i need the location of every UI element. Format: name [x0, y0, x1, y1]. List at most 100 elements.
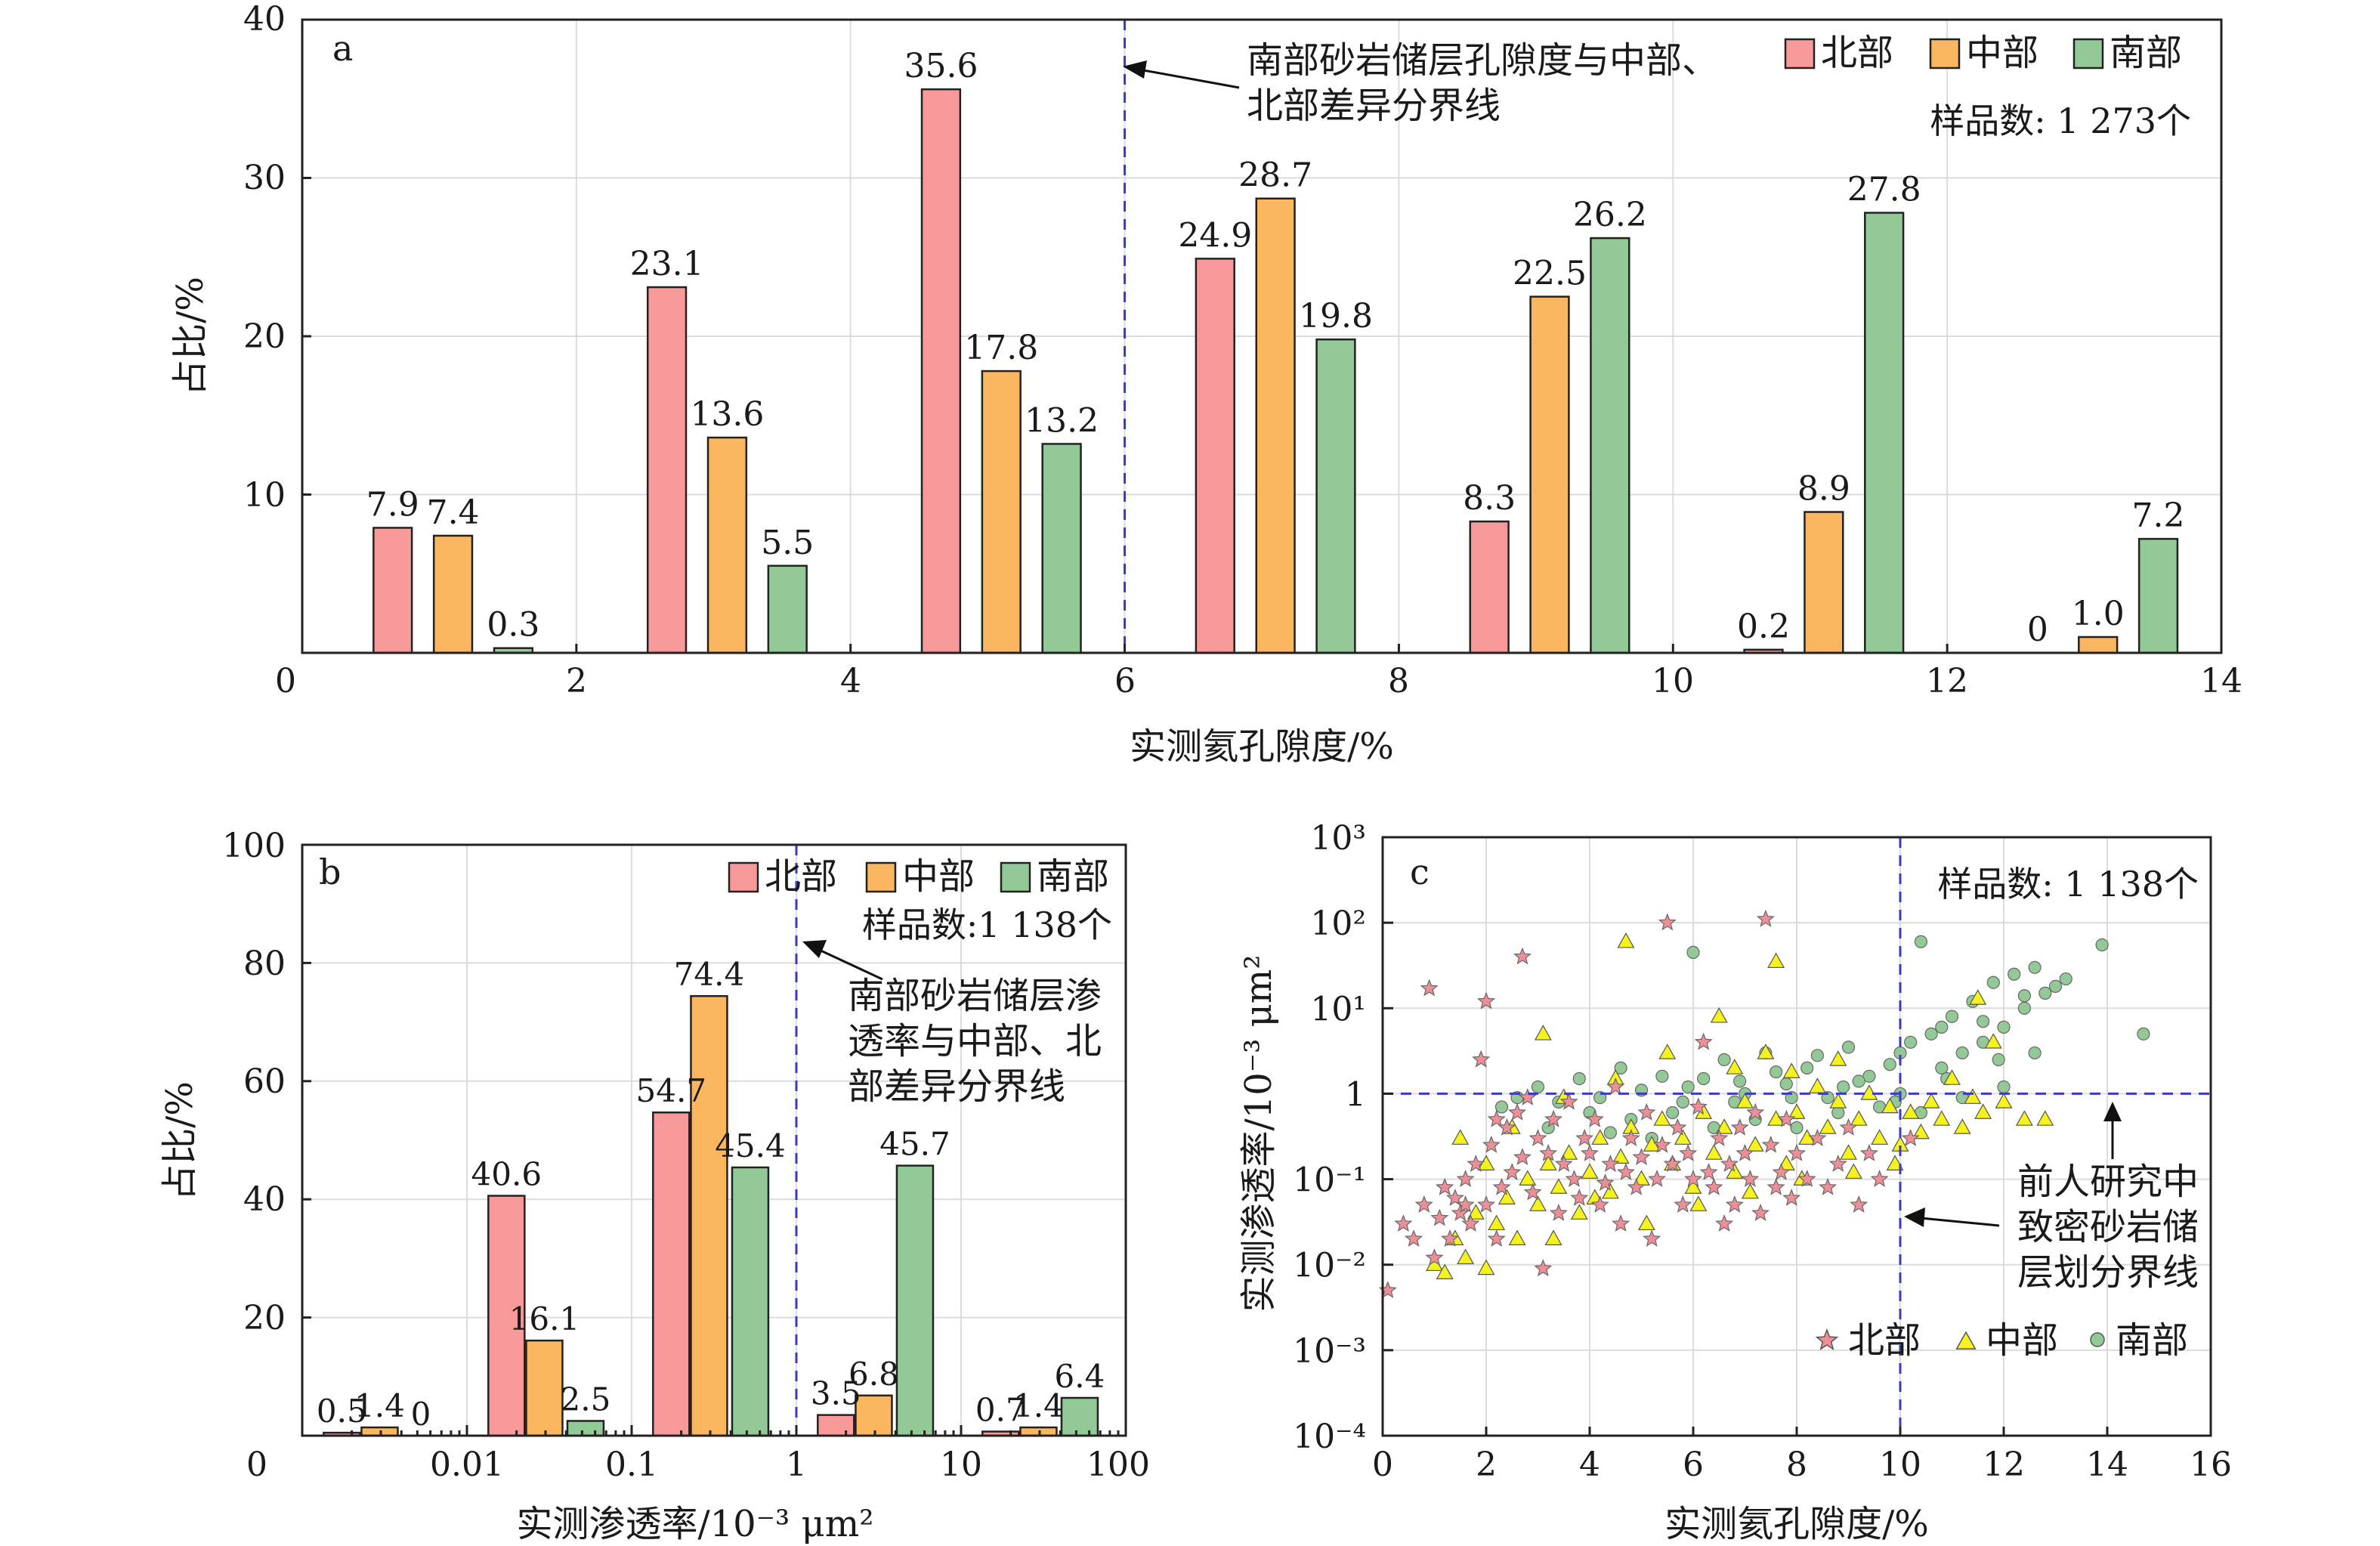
data-label: 7.4 — [427, 493, 480, 532]
point-south — [1666, 1105, 1680, 1120]
point-middle — [1529, 1195, 1547, 1211]
bar-south — [566, 1420, 605, 1437]
point-middle — [1601, 1183, 1619, 1199]
bar-south — [731, 1166, 770, 1437]
point-north — [1819, 1177, 1838, 1195]
panel-a-x-axis-title: 实测氦孔隙度/% — [1130, 725, 1394, 768]
panel-c-ytick-label: 10⁻³ — [1293, 1332, 1366, 1371]
data-label: 45.4 — [715, 1127, 786, 1164]
point-south — [1614, 1061, 1627, 1074]
point-middle — [1943, 1069, 1961, 1085]
point-south — [2017, 989, 2031, 1003]
point-south — [1770, 1065, 1783, 1079]
panel-c-xtick-label: 14 — [2086, 1446, 2128, 1484]
point-middle — [1684, 1178, 1702, 1194]
point-north — [1720, 1154, 1739, 1172]
panel-c-ytick-label: 10³ — [1310, 819, 1366, 858]
legend-label-middle: 中部 — [1966, 32, 2038, 74]
point-north — [1590, 1195, 1609, 1213]
point-middle — [1689, 1195, 1708, 1211]
legend-label-middle: 中部 — [902, 855, 975, 898]
legend-swatch-middle — [865, 861, 897, 893]
bar-middle — [706, 436, 748, 654]
point-north — [1797, 1169, 1816, 1187]
point-south — [1945, 1010, 1959, 1023]
point-north — [1549, 1203, 1568, 1221]
data-label: 8.9 — [1797, 470, 1850, 509]
data-label: 26.2 — [1573, 196, 1647, 234]
point-south — [2137, 1027, 2150, 1040]
bar-middle — [855, 1394, 893, 1437]
point-south — [1837, 1080, 1850, 1094]
panel-c-xtick-label: 12 — [1983, 1446, 2025, 1484]
legend-swatch-north — [1784, 38, 1816, 70]
point-south — [1494, 1100, 1509, 1114]
point-middle — [1726, 1059, 1744, 1074]
bar-south — [2137, 537, 2179, 654]
bar-middle — [1019, 1426, 1058, 1437]
data-label: 5.5 — [761, 524, 814, 562]
point-north — [1534, 1259, 1553, 1277]
point-middle — [1871, 1129, 1889, 1145]
point-south — [1800, 1061, 1814, 1074]
point-middle — [1912, 1123, 1930, 1139]
data-label: 23.1 — [630, 245, 704, 283]
panel-b-xtick-label: 1 — [786, 1446, 807, 1484]
point-north — [1674, 1195, 1692, 1213]
legend-marker-star — [1815, 1328, 1839, 1350]
panel-a-axis-ticks — [301, 18, 2223, 654]
panel-b-ytick-label: 80 — [243, 945, 286, 983]
point-middle — [1844, 1163, 1862, 1179]
point-north — [1643, 1229, 1661, 1247]
data-label: 28.7 — [1238, 156, 1312, 195]
point-north — [1870, 1169, 1889, 1187]
legend-swatch-north — [728, 861, 759, 893]
data-label: 16.1 — [509, 1300, 580, 1337]
panel-c-x-tick-labels: 0 2 4 6 8 10 12 14 16 — [1372, 1446, 2232, 1484]
point-middle — [1477, 1259, 1495, 1275]
point-middle — [1534, 1025, 1552, 1040]
panel-c-xtick-label: 6 — [1683, 1446, 1704, 1484]
data-label: 8.3 — [1463, 479, 1516, 518]
data-label: 7.2 — [2132, 496, 2185, 535]
point-north — [1777, 1109, 1796, 1127]
point-middle — [1788, 1103, 1806, 1119]
point-south — [1977, 1015, 1990, 1028]
data-label: 6.8 — [848, 1356, 899, 1393]
point-middle — [1550, 1178, 1568, 1194]
bar-middle — [525, 1339, 564, 1437]
point-middle — [1498, 1189, 1516, 1204]
point-south — [1935, 1061, 1949, 1074]
panel-a-xtick-label: 8 — [1388, 662, 1409, 700]
point-middle — [1637, 1214, 1655, 1231]
bar-north — [920, 88, 962, 654]
point-middle — [1741, 1183, 1759, 1199]
point-north — [1451, 1203, 1470, 1221]
point-south — [2028, 1046, 2042, 1060]
point-north — [1570, 1189, 1589, 1206]
data-label: 7.9 — [366, 485, 419, 524]
legend-label-north: 北部 — [1821, 32, 1893, 74]
bar-south — [1590, 237, 1630, 654]
point-north — [1632, 1148, 1651, 1165]
panel-b-xtick-label: 0.01 — [430, 1446, 504, 1484]
panel-a-xtick-label: 10 — [1652, 662, 1694, 700]
point-middle — [1995, 1093, 2013, 1108]
bar-middle — [1529, 295, 1570, 654]
point-north — [1508, 1102, 1527, 1121]
panel-c-xtick-label: 16 — [2190, 1446, 2232, 1484]
data-label: 40.6 — [471, 1156, 542, 1193]
point-north — [1668, 1118, 1687, 1136]
point-north — [1715, 1214, 1734, 1232]
panel-c-xtick-label: 0 — [1372, 1446, 1393, 1484]
data-label: 27.8 — [1847, 171, 1921, 209]
point-middle — [1819, 1118, 1837, 1134]
point-south — [2059, 972, 2072, 986]
data-label: 19.8 — [1299, 297, 1373, 335]
panel-a-xtick-label: 14 — [2200, 662, 2242, 700]
legend-marker-circle — [2090, 1332, 2105, 1347]
point-middle — [1840, 1144, 1857, 1160]
panel-a-ytick-label: 30 — [243, 159, 286, 197]
panel-b-annotation-text: 透率与中部、北 — [848, 1020, 1102, 1062]
point-north — [1575, 1128, 1594, 1146]
